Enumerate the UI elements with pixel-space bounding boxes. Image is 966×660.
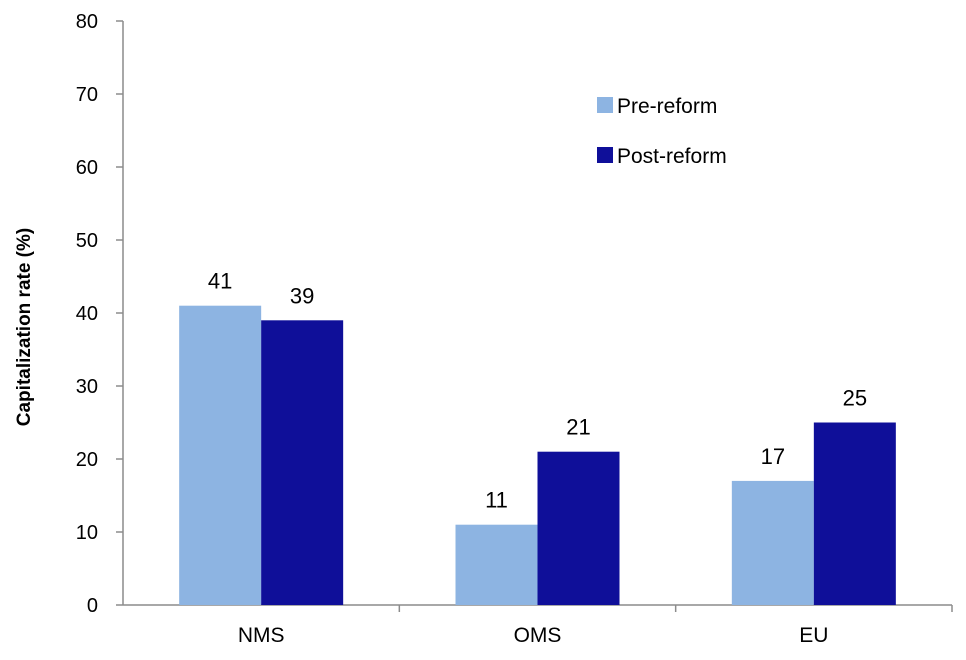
bar-pre-reform xyxy=(179,305,262,605)
data-label: 11 xyxy=(485,488,508,513)
y-tick-label: 50 xyxy=(76,230,98,252)
data-label: 21 xyxy=(566,415,590,440)
y-tick-label: 70 xyxy=(76,84,98,106)
legend-label: Post-reform xyxy=(617,145,727,168)
y-tick-label: 40 xyxy=(76,303,98,325)
y-tick-label: 30 xyxy=(76,376,98,398)
y-axis-title: Capitalization rate (%) xyxy=(14,228,35,426)
legend-label: Pre-reform xyxy=(617,95,717,118)
x-tick-label: NMS xyxy=(238,624,285,647)
bar-post-reform xyxy=(813,422,896,605)
bar-post-reform xyxy=(261,320,344,605)
legend: Pre-reform Post-reform xyxy=(597,95,727,168)
category-labels: NMS OMS EU xyxy=(238,624,829,647)
x-tick-label: EU xyxy=(799,624,828,647)
y-tick-label: 80 xyxy=(76,11,98,33)
data-label: 25 xyxy=(843,386,867,411)
bar-post-reform xyxy=(537,451,620,605)
data-labels: 41 39 11 21 17 25 xyxy=(208,269,867,513)
data-label: 39 xyxy=(290,283,314,308)
y-axis-ticks: 0 10 20 30 40 50 60 70 80 xyxy=(76,11,953,617)
y-tick-label: 0 xyxy=(87,595,98,617)
bar-pre-reform xyxy=(731,480,814,605)
y-tick-label: 10 xyxy=(76,522,98,544)
y-tick-label: 20 xyxy=(76,449,98,471)
y-tick-label: 60 xyxy=(76,157,98,179)
x-tick-label: OMS xyxy=(514,624,562,647)
legend-swatch xyxy=(597,97,613,113)
data-label: 41 xyxy=(208,269,232,294)
data-label: 17 xyxy=(761,444,785,469)
legend-swatch xyxy=(597,147,613,163)
bars xyxy=(179,305,896,605)
bar-pre-reform xyxy=(455,524,538,605)
